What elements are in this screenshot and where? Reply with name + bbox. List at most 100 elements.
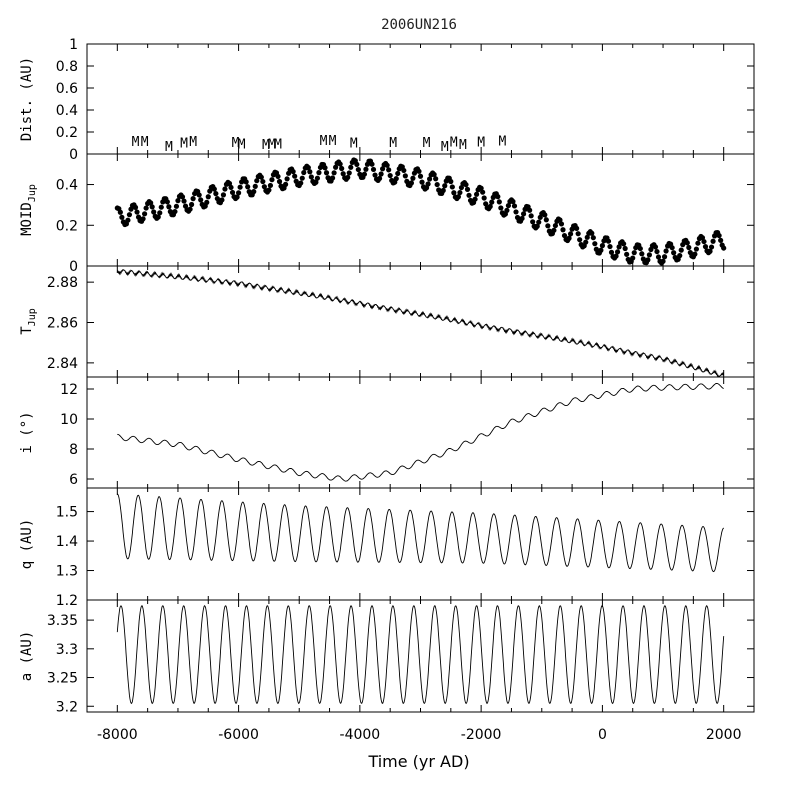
moid-point	[528, 213, 534, 219]
x-tick-label: -8000	[97, 727, 138, 743]
moid-point	[655, 254, 662, 260]
moid-point	[204, 199, 210, 205]
moid-point	[498, 205, 504, 211]
moid-point	[172, 208, 178, 215]
moid-point	[702, 244, 709, 250]
moid-point	[220, 192, 227, 198]
moid-point	[337, 161, 343, 167]
close-encounter-marker: M	[268, 137, 276, 152]
moid-point	[173, 203, 180, 209]
series-line-incl	[117, 383, 724, 482]
moid-point	[333, 164, 339, 170]
close-encounter-marker: M	[477, 136, 485, 151]
moid-point	[125, 217, 131, 223]
moid-point	[637, 245, 643, 252]
y-tick-label: 1.4	[56, 534, 78, 550]
close-encounter-marker: M	[189, 135, 197, 150]
moid-point	[395, 170, 401, 177]
moid-point	[560, 227, 566, 233]
moid-point	[261, 184, 267, 190]
moid-point	[513, 209, 519, 215]
moid-point	[290, 168, 296, 175]
moid-point	[211, 186, 217, 192]
y-tick-label: 2.88	[47, 275, 78, 291]
moid-point	[314, 175, 321, 181]
moid-point	[510, 198, 516, 205]
moid-point	[463, 182, 469, 188]
y-tick-label: 0.2	[56, 218, 78, 234]
close-encounter-marker: M	[165, 140, 173, 155]
moid-point	[716, 232, 722, 239]
moid-point	[466, 192, 472, 198]
moid-point	[260, 178, 266, 185]
moid-point	[219, 197, 225, 203]
moid-point	[393, 176, 399, 182]
moid-point	[621, 241, 627, 247]
panel-frame	[86, 376, 755, 489]
moid-point	[607, 243, 613, 250]
moid-point	[613, 253, 619, 259]
moid-point	[646, 252, 653, 258]
moid-point	[276, 178, 283, 185]
panel-q: 1.2 1.3 1.4 1.5 q (AU)	[19, 487, 755, 609]
moid-point	[496, 199, 502, 205]
moid-point	[213, 191, 219, 197]
y-tick-label: 3.25	[47, 671, 78, 687]
moid-point	[222, 186, 228, 192]
x-axis-label: Time (yr AD)	[367, 752, 469, 771]
y-tick-label: 3.3	[56, 642, 78, 658]
moid-point	[599, 243, 606, 249]
y-tick-label: 3.35	[47, 613, 78, 629]
moid-point	[132, 204, 139, 210]
series-line-a	[116, 604, 725, 705]
moid-point	[425, 181, 431, 187]
moid-point	[345, 174, 351, 181]
moid-point	[464, 186, 471, 192]
moid-point	[440, 187, 446, 194]
moid-point	[652, 244, 659, 250]
moid-point	[188, 201, 195, 208]
moid-point	[416, 168, 422, 174]
moid-point	[149, 204, 155, 210]
moid-point	[511, 203, 518, 209]
moid-point	[157, 210, 163, 216]
moid-point	[372, 172, 378, 178]
chart-title: 2006UN216	[381, 17, 457, 33]
moid-point	[686, 244, 692, 251]
moid-point	[663, 248, 669, 254]
moid-point	[592, 241, 598, 247]
moid-point	[245, 184, 251, 190]
moid-point	[426, 176, 433, 182]
close-encounter-marker: M	[320, 134, 328, 149]
moid-point	[669, 245, 675, 251]
moid-point	[166, 204, 172, 210]
moid-point	[505, 202, 512, 209]
moid-point	[308, 174, 314, 180]
moid-point	[481, 195, 487, 201]
panel-tjup: 2.84 2.86 2.88 TJup	[19, 265, 755, 378]
y-tick-label: 1.5	[56, 505, 78, 521]
moid-point	[198, 197, 204, 203]
moid-point	[567, 231, 574, 237]
moid-point	[323, 170, 330, 176]
x-tick-label: -6000	[218, 727, 259, 743]
moid-point	[254, 178, 260, 184]
close-encounter-marker: M	[450, 136, 458, 151]
moid-point	[707, 248, 713, 254]
moid-point	[608, 249, 615, 255]
moid-point	[299, 175, 305, 181]
moid-point	[292, 173, 298, 179]
moid-point	[298, 180, 304, 186]
moid-point	[661, 254, 668, 260]
moid-point	[401, 167, 407, 174]
moid-point	[472, 196, 478, 202]
moid-point	[117, 209, 123, 215]
moid-point	[583, 239, 589, 245]
moid-point	[457, 189, 463, 196]
moid-point	[543, 217, 549, 223]
moid-point	[348, 164, 354, 170]
moid-point	[269, 177, 275, 183]
close-encounter-marker: M	[389, 136, 397, 151]
series-line-tjup	[117, 268, 725, 378]
